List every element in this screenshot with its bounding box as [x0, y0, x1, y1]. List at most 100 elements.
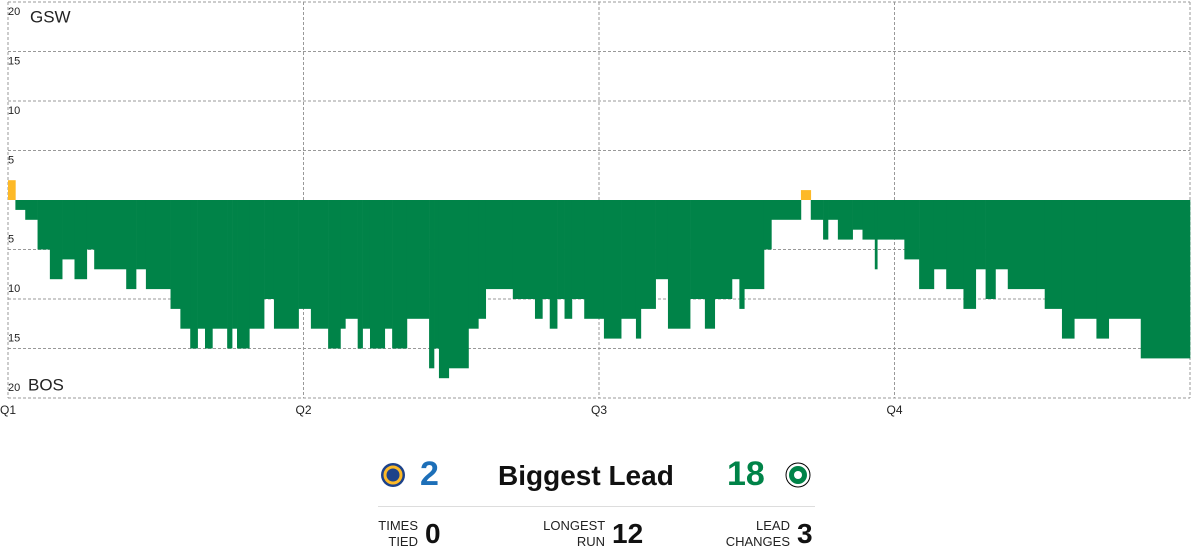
- lead-bar: [25, 200, 38, 220]
- lead-bar: [877, 200, 905, 240]
- x-tick-label: Q3: [591, 403, 607, 417]
- x-tick-label: Q1: [0, 403, 16, 417]
- y-tick-label: 5: [8, 233, 14, 245]
- lead-bar: [690, 200, 706, 299]
- lead-bar: [345, 200, 358, 319]
- biggest-lead-label: Biggest Lead: [498, 460, 674, 491]
- y-tick-label: 10: [8, 105, 20, 117]
- lead-bar: [94, 200, 127, 270]
- lead-bar: [485, 200, 514, 290]
- gsw-logo: [381, 463, 405, 487]
- lead-bar: [704, 200, 716, 329]
- bos-biggest-lead: 18: [727, 455, 765, 493]
- lead-bar: [1108, 200, 1142, 319]
- lead-bar: [49, 200, 63, 280]
- y-tick-label: 15: [8, 332, 20, 344]
- lead-bar: [862, 200, 876, 240]
- lead-bar: [136, 200, 147, 270]
- lead-bar: [237, 200, 250, 349]
- lead-bar: [549, 200, 558, 329]
- lead-bar: [205, 200, 213, 349]
- lead-bar: [800, 190, 812, 200]
- lead-bar: [810, 200, 824, 220]
- lead-bar: [190, 200, 198, 349]
- bos-logo: [785, 462, 811, 488]
- lead-bar: [1096, 200, 1110, 339]
- lead-bar: [1140, 200, 1191, 359]
- y-tick-label: 20: [8, 6, 20, 18]
- lead-bar: [438, 200, 450, 379]
- y-tick-label: 5: [8, 154, 14, 166]
- lead-bar: [227, 200, 233, 349]
- lead-bar: [667, 200, 691, 329]
- lead-bar: [963, 200, 977, 309]
- lead-bar: [985, 200, 996, 299]
- lead-bar: [180, 200, 191, 329]
- y-tick-label: 15: [8, 55, 20, 67]
- lead-bar: [197, 200, 206, 329]
- lead-bar: [731, 200, 740, 280]
- lead-bar: [392, 200, 408, 349]
- lead-bar: [170, 200, 181, 309]
- lead-bar: [1007, 200, 1046, 290]
- lead-bar: [534, 200, 543, 319]
- lead-bar: [478, 200, 487, 319]
- chart: 20 15 10 5 5 10 15 20 Q1 Q2 Q3 Q4 GSW BOS: [0, 1, 1191, 417]
- stat-value: 0: [425, 518, 441, 549]
- lead-bar: [362, 200, 371, 329]
- team-label: GSW: [30, 7, 71, 26]
- lead-bar: [635, 200, 642, 339]
- lead-bar: [1044, 200, 1063, 309]
- gsw-biggest-lead: 2: [420, 455, 439, 493]
- lead-bar: [264, 200, 275, 299]
- lead-bar: [564, 200, 573, 319]
- lead-bar: [542, 200, 551, 299]
- lead-bar: [1061, 200, 1075, 339]
- lead-bar: [874, 200, 878, 270]
- stat-label: TIMES TIED: [378, 518, 418, 549]
- lead-bar: [655, 200, 669, 280]
- stat-label: LEAD CHANGES: [725, 518, 790, 549]
- lead-bar: [946, 200, 964, 290]
- lead-bar: [434, 200, 440, 349]
- lead-bar: [852, 200, 863, 230]
- y-tick-label: 10: [8, 283, 20, 295]
- lead-bar: [328, 200, 341, 349]
- lead-bar: [995, 200, 1009, 270]
- lead-bar: [357, 200, 363, 349]
- team-label: BOS: [28, 375, 64, 394]
- lead-bar: [584, 200, 605, 319]
- lead-bar: [126, 200, 137, 290]
- lead-bar: [429, 200, 435, 369]
- lead-bar: [714, 200, 733, 299]
- lead-bar: [571, 200, 585, 299]
- lead-bar: [933, 200, 947, 270]
- lead-bar: [249, 200, 265, 329]
- x-tick-label: Q4: [887, 403, 903, 417]
- lead-bar: [621, 200, 637, 319]
- lead-bar: [763, 200, 772, 250]
- lead-bar: [62, 200, 75, 260]
- lead-bar: [232, 200, 238, 329]
- lead-bar: [369, 200, 386, 349]
- lead-bar: [828, 200, 839, 220]
- lead-bar: [212, 200, 228, 329]
- lead-bar: [15, 200, 26, 210]
- lead-bar: [557, 200, 565, 299]
- lead-bar: [739, 200, 745, 309]
- lead-bar: [975, 200, 986, 270]
- lead-bar: [837, 200, 853, 240]
- lead-bar: [406, 200, 430, 319]
- lead-bar: [448, 200, 469, 369]
- stat-value: 12: [612, 518, 644, 549]
- lead-bar: [823, 200, 829, 240]
- lead-bar: [74, 200, 88, 280]
- stat-label: LONGEST RUN: [543, 518, 606, 549]
- lead-bar: [384, 200, 393, 329]
- lead-bar: [8, 180, 16, 200]
- lead-bar: [298, 200, 312, 309]
- lead-bar: [145, 200, 171, 290]
- lead-bar: [37, 200, 51, 250]
- lead-bar: [919, 200, 935, 290]
